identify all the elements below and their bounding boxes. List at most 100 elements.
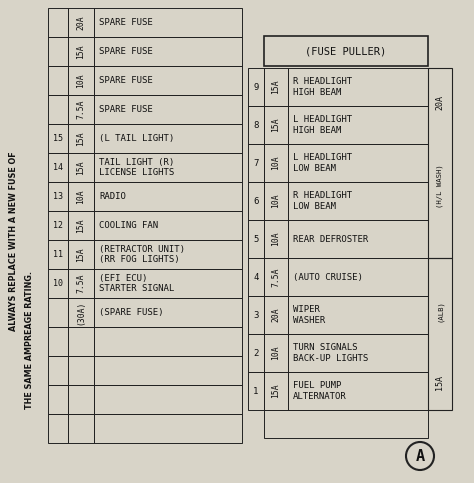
Text: L HEADLIGHT
LOW BEAM: L HEADLIGHT LOW BEAM bbox=[293, 153, 352, 173]
Bar bbox=[48, 66, 68, 95]
Text: WIPER
WASHER: WIPER WASHER bbox=[293, 305, 325, 325]
Text: 10A: 10A bbox=[272, 156, 281, 170]
Bar bbox=[94, 240, 242, 269]
Text: COOLING FAN: COOLING FAN bbox=[99, 221, 158, 230]
Text: 20A: 20A bbox=[436, 95, 445, 110]
Text: 15: 15 bbox=[53, 134, 63, 143]
Bar bbox=[264, 68, 288, 106]
Bar bbox=[94, 356, 242, 385]
Bar bbox=[68, 8, 94, 37]
Bar bbox=[264, 410, 428, 438]
Bar bbox=[264, 182, 288, 220]
Text: 3: 3 bbox=[253, 311, 259, 319]
Bar bbox=[48, 153, 68, 182]
Text: 20A: 20A bbox=[272, 308, 281, 322]
Bar bbox=[94, 37, 242, 66]
Bar bbox=[288, 296, 428, 334]
Text: THE SAME AMPREAGE RATING.: THE SAME AMPREAGE RATING. bbox=[25, 271, 34, 409]
Text: 8: 8 bbox=[253, 120, 259, 129]
Bar bbox=[264, 372, 288, 410]
Bar bbox=[264, 258, 288, 296]
Bar bbox=[288, 220, 428, 258]
Text: 13: 13 bbox=[53, 192, 63, 201]
Bar bbox=[68, 298, 94, 327]
Bar bbox=[68, 37, 94, 66]
Text: 10A: 10A bbox=[272, 194, 281, 208]
Bar bbox=[264, 106, 288, 144]
Text: 7.5A: 7.5A bbox=[76, 100, 85, 119]
Text: R HEADLIGHT
HIGH BEAM: R HEADLIGHT HIGH BEAM bbox=[293, 77, 352, 97]
Bar bbox=[68, 269, 94, 298]
Bar bbox=[288, 106, 428, 144]
Bar bbox=[48, 240, 68, 269]
Text: (FUSE PULLER): (FUSE PULLER) bbox=[305, 46, 387, 56]
Bar bbox=[248, 106, 264, 144]
Bar bbox=[288, 334, 428, 372]
Text: SPARE FUSE: SPARE FUSE bbox=[99, 18, 153, 27]
Bar bbox=[48, 298, 68, 327]
Text: 15A: 15A bbox=[76, 131, 85, 146]
Bar bbox=[94, 327, 242, 356]
Bar bbox=[248, 296, 264, 334]
Text: RADIO: RADIO bbox=[99, 192, 126, 201]
Text: ALWAYS REPLACE WITH A NEW FUSE OF: ALWAYS REPLACE WITH A NEW FUSE OF bbox=[9, 151, 18, 331]
Bar bbox=[248, 182, 264, 220]
Text: 4: 4 bbox=[253, 272, 259, 282]
Bar bbox=[248, 220, 264, 258]
Text: 15A: 15A bbox=[76, 44, 85, 59]
Bar bbox=[68, 240, 94, 269]
Bar bbox=[94, 182, 242, 211]
Bar bbox=[288, 144, 428, 182]
Bar bbox=[94, 153, 242, 182]
Text: (SPARE FUSE): (SPARE FUSE) bbox=[99, 308, 164, 317]
Text: 10A: 10A bbox=[76, 73, 85, 88]
Text: 5: 5 bbox=[253, 235, 259, 243]
Bar bbox=[48, 356, 68, 385]
Bar bbox=[264, 296, 288, 334]
Text: 2: 2 bbox=[253, 349, 259, 357]
Text: 14: 14 bbox=[53, 163, 63, 172]
Bar bbox=[68, 182, 94, 211]
Text: L HEADLIGHT
HIGH BEAM: L HEADLIGHT HIGH BEAM bbox=[293, 115, 352, 135]
Text: (RETRACTOR UNIT)
(RR FOG LIGHTS): (RETRACTOR UNIT) (RR FOG LIGHTS) bbox=[99, 245, 185, 264]
Bar bbox=[48, 211, 68, 240]
Bar bbox=[248, 372, 264, 410]
Text: TURN SIGNALS
BACK-UP LIGHTS: TURN SIGNALS BACK-UP LIGHTS bbox=[293, 343, 368, 363]
Bar bbox=[68, 124, 94, 153]
Text: 11: 11 bbox=[53, 250, 63, 259]
Bar bbox=[48, 8, 68, 37]
Text: 10A: 10A bbox=[76, 189, 85, 204]
Bar bbox=[94, 269, 242, 298]
Text: (30A): (30A) bbox=[76, 300, 85, 325]
Bar bbox=[68, 414, 94, 443]
Bar bbox=[288, 258, 428, 296]
Text: FUEL PUMP
ALTERNATOR: FUEL PUMP ALTERNATOR bbox=[293, 381, 347, 401]
Text: SPARE FUSE: SPARE FUSE bbox=[99, 76, 153, 85]
Bar bbox=[68, 211, 94, 240]
Bar bbox=[48, 95, 68, 124]
Bar bbox=[48, 182, 68, 211]
Text: (AUTO CRUISE): (AUTO CRUISE) bbox=[293, 272, 363, 282]
Text: SPARE FUSE: SPARE FUSE bbox=[99, 105, 153, 114]
Bar bbox=[94, 298, 242, 327]
Bar bbox=[248, 68, 264, 106]
Bar bbox=[48, 385, 68, 414]
Text: 7.5A: 7.5A bbox=[272, 267, 281, 287]
Text: 15A: 15A bbox=[76, 247, 85, 262]
Text: (H/L WASH): (H/L WASH) bbox=[437, 164, 443, 208]
Bar bbox=[48, 269, 68, 298]
Bar bbox=[288, 182, 428, 220]
Bar bbox=[428, 258, 452, 410]
Text: REAR DEFROSTER: REAR DEFROSTER bbox=[293, 235, 368, 243]
Bar bbox=[288, 372, 428, 410]
Bar bbox=[264, 220, 288, 258]
Text: 15A: 15A bbox=[436, 375, 445, 390]
Text: 15A: 15A bbox=[76, 160, 85, 175]
Bar bbox=[94, 124, 242, 153]
Text: (EFI ECU)
STARTER SIGNAL: (EFI ECU) STARTER SIGNAL bbox=[99, 274, 174, 293]
Text: 10A: 10A bbox=[272, 346, 281, 360]
Bar bbox=[68, 153, 94, 182]
Bar bbox=[264, 36, 428, 66]
Text: 15A: 15A bbox=[272, 384, 281, 398]
Bar bbox=[94, 66, 242, 95]
